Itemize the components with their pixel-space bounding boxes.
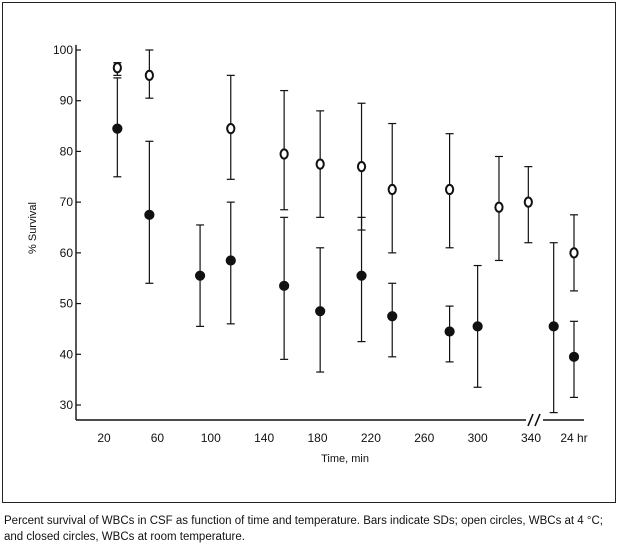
closed-circle-point: [568, 351, 580, 362]
closed-circle-point: [112, 123, 123, 134]
y-tick-label: 100: [53, 43, 73, 57]
x-tick-label: 140: [254, 431, 274, 445]
y-tick-label: 40: [60, 347, 74, 361]
open-circle-point: [445, 183, 455, 196]
open-circle-point: [523, 196, 533, 208]
x-tick-label: 100: [201, 431, 221, 445]
closed-circle-point: [387, 311, 398, 322]
closed-circle-point: [548, 321, 559, 332]
closed-circle-point: [444, 326, 455, 337]
open-circle-point: [226, 123, 236, 135]
open-circle-point: [494, 201, 504, 213]
closed-circle-point: [194, 270, 206, 281]
open-circle-point: [387, 183, 397, 196]
x-tick-label: 340: [521, 431, 541, 445]
y-tick-label: 80: [60, 144, 74, 158]
closed-circle-point: [356, 270, 367, 281]
survival-chart: 30 40 50 60 70 80 90 100 20 60 100 140 180 220 260 300 3…: [27, 43, 588, 465]
y-tick-label: 50: [60, 297, 74, 311]
x-tick-label: 24 hr: [560, 431, 587, 445]
closed-circle-point: [279, 280, 290, 291]
y-tick-label: 90: [60, 94, 74, 108]
ticks: 30 40 50 60 70 80 90 100 20 60 100 140 180 220 260 300 3…: [53, 43, 588, 445]
axes: [75, 44, 584, 427]
y-tick-label: 30: [60, 398, 74, 412]
x-tick-label: 180: [307, 431, 327, 445]
closed-circle-point: [315, 306, 326, 317]
x-tick-label: 300: [468, 431, 488, 445]
y-tick-label: 60: [60, 246, 74, 260]
data-marks: [112, 49, 580, 414]
y-axis-title: % Survival: [27, 202, 39, 254]
axis-break-mark: [534, 413, 541, 427]
figure-frame: 30 40 50 60 70 80 90 100 20 60 100 140 180 220 260 300 3…: [2, 2, 616, 503]
axis-break-mark: [527, 413, 534, 427]
closed-circle-point: [472, 321, 483, 332]
closed-circle-point: [144, 209, 155, 220]
open-circle-point: [569, 247, 579, 259]
x-axis-title: Time, min: [321, 453, 369, 465]
open-circle-point: [112, 62, 122, 74]
figure-caption: Percent survival of WBCs in CSF as funct…: [4, 515, 603, 543]
x-tick-label: 60: [151, 431, 165, 445]
open-circle-point: [315, 158, 325, 170]
x-tick-label: 220: [361, 431, 381, 445]
x-tick-label: 260: [414, 431, 434, 445]
x-tick-label: 20: [97, 431, 111, 445]
open-circle-point: [356, 161, 367, 173]
open-circle-point: [144, 69, 154, 81]
y-tick-label: 70: [60, 195, 74, 209]
open-circle-point: [279, 148, 289, 160]
closed-circle-point: [225, 255, 236, 266]
